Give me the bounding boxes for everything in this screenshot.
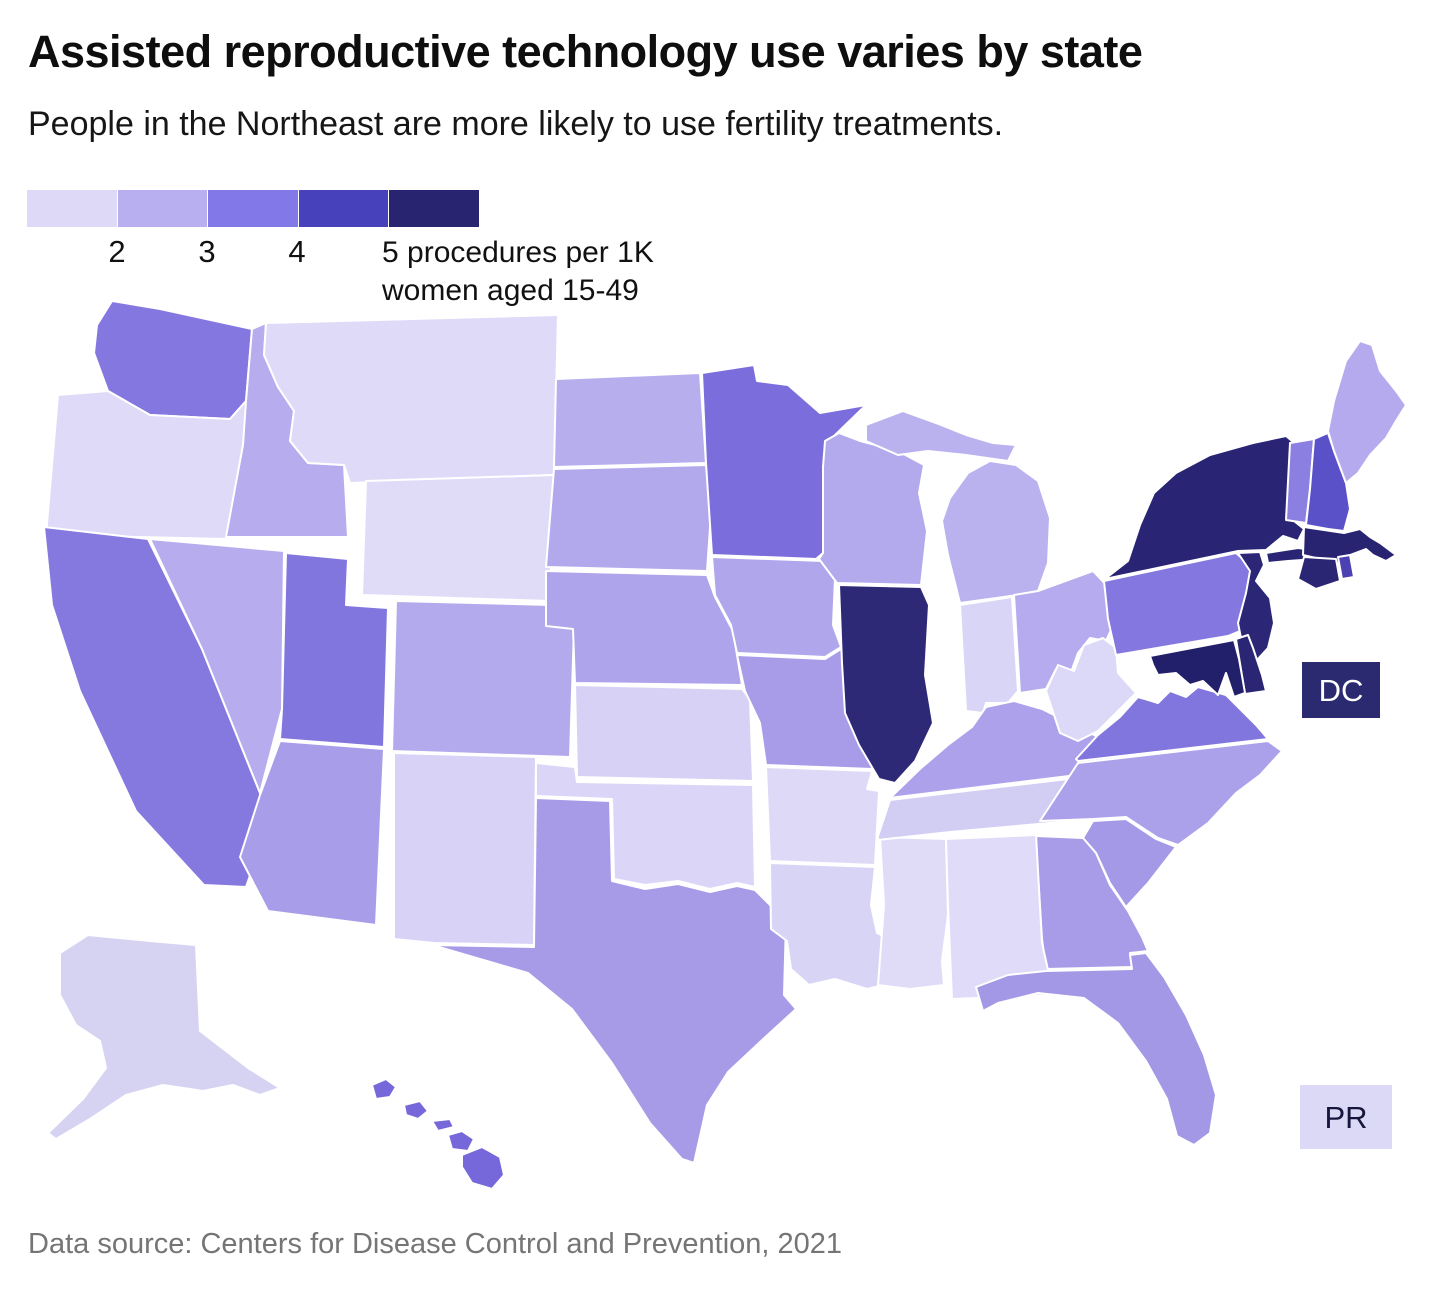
state-virginia[interactable] bbox=[1075, 686, 1269, 762]
state-wisconsin[interactable] bbox=[818, 432, 928, 586]
dc-label-box[interactable]: DC bbox=[1302, 662, 1380, 718]
state-illinois[interactable] bbox=[838, 584, 934, 784]
legend-unit-line2: women aged 15-49 bbox=[382, 274, 639, 308]
state-west-virginia[interactable] bbox=[1045, 637, 1137, 742]
legend-swatch bbox=[208, 190, 298, 227]
legend-tick-4: 4 bbox=[288, 234, 306, 269]
data-source-note: Data source: Centers for Disease Control… bbox=[28, 1228, 843, 1260]
state-north-carolina[interactable] bbox=[1039, 740, 1283, 846]
legend-unit-line1: 5 procedures per 1K bbox=[382, 236, 654, 269]
state-michigan[interactable] bbox=[865, 410, 1051, 604]
legend-swatch bbox=[117, 190, 208, 227]
state-maine[interactable] bbox=[1327, 340, 1407, 484]
state-oklahoma[interactable] bbox=[535, 762, 756, 890]
state-nevada[interactable] bbox=[149, 538, 285, 794]
legend-swatch bbox=[27, 190, 117, 227]
state-alaska[interactable] bbox=[47, 934, 281, 1140]
pr-label-text: PR bbox=[1324, 1100, 1367, 1135]
legend-swatches bbox=[27, 190, 479, 227]
page-subtitle: People in the Northeast are more likely … bbox=[28, 105, 1004, 143]
dc-label-background[interactable] bbox=[1302, 662, 1380, 718]
state-hawaii[interactable] bbox=[371, 1078, 505, 1190]
dc-label-text: DC bbox=[1319, 673, 1364, 708]
state-new-jersey[interactable] bbox=[1237, 551, 1275, 662]
state-utah[interactable] bbox=[279, 552, 389, 748]
legend: 2 3 4 5 procedures per 1K women aged 15-… bbox=[27, 190, 727, 307]
state-wyoming[interactable] bbox=[361, 474, 555, 602]
state-montana[interactable] bbox=[263, 314, 559, 484]
state-new-mexico[interactable] bbox=[393, 752, 537, 946]
state-rhode-island[interactable] bbox=[1337, 554, 1355, 580]
state-florida[interactable] bbox=[975, 952, 1217, 1146]
state-mississippi[interactable] bbox=[877, 836, 949, 990]
pr-label-background[interactable] bbox=[1300, 1085, 1392, 1149]
state-arkansas[interactable] bbox=[765, 766, 880, 866]
legend-swatch bbox=[389, 190, 479, 227]
state-indiana[interactable] bbox=[959, 596, 1019, 714]
state-north-dakota[interactable] bbox=[553, 372, 707, 468]
legend-unit-label: 5 procedures per 1K women aged 15-49 bbox=[382, 234, 742, 310]
state-arizona[interactable] bbox=[239, 740, 385, 926]
state-south-dakota[interactable] bbox=[545, 464, 712, 572]
state-connecticut[interactable] bbox=[1297, 556, 1341, 590]
state-texas[interactable] bbox=[431, 797, 797, 1164]
state-nebraska[interactable] bbox=[545, 570, 743, 686]
page-title: Assisted reproductive technology use var… bbox=[28, 26, 1143, 77]
legend-tick-2: 2 bbox=[108, 234, 126, 269]
state-kansas[interactable] bbox=[574, 684, 754, 782]
legend-tick-3: 3 bbox=[198, 234, 216, 269]
pr-label-box[interactable]: PR bbox=[1300, 1085, 1392, 1149]
states-layer bbox=[43, 300, 1407, 1190]
legend-swatch bbox=[298, 190, 389, 227]
us-choropleth-map: DC PR bbox=[0, 295, 1440, 1215]
state-maryland[interactable] bbox=[1149, 639, 1246, 698]
